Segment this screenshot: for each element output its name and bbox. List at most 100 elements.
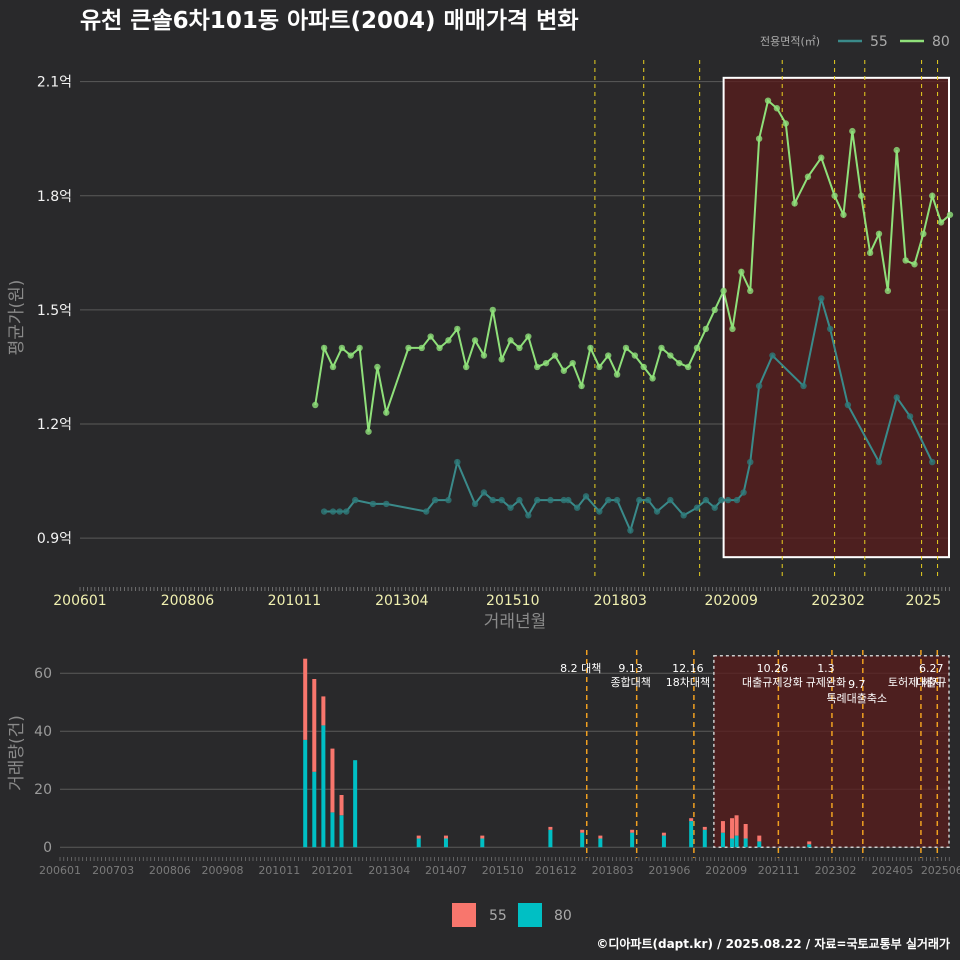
bar-55 [598,835,603,839]
y-tick-label: 1.8억 [37,189,72,205]
top-price-chart: 0.9억 1.2억 1.5억 1.8억 2.1억 200601 200806 201011 20… [7,60,954,632]
series-point-80 [436,344,443,352]
series-point-55 [718,496,725,504]
bar-80 [702,829,707,848]
bar-80 [312,771,317,848]
series-point-55 [769,352,776,359]
policy-annotation: 18차대책 [666,676,710,689]
series-point-80 [773,105,781,112]
bar-80 [580,832,585,848]
series-point-55 [489,496,497,504]
bar-55 [720,821,725,833]
policy-annotation: 대출규 [916,676,946,689]
series-point-80 [347,352,354,359]
series-point-55 [613,496,621,504]
x-tick-label: 200601 [53,593,106,609]
series-point-80 [893,146,900,154]
series-point-55 [667,496,674,504]
series-point-80 [818,154,825,161]
series-point-80 [596,363,603,371]
series-point-55 [693,504,701,511]
bar-80 [339,815,344,848]
series-point-80 [702,325,710,333]
series-point-55 [875,458,883,466]
x-tick-label: 2025 [906,593,942,609]
series-point-80 [937,219,945,226]
bottom-x-tick-label: 201304 [368,864,410,877]
series-point-80 [480,352,488,359]
policy-annotation: 12.16 [672,662,704,675]
series-point-55 [818,295,825,302]
bar-55 [480,835,485,839]
x-tick-label: 201304 [375,593,429,609]
series-point-80 [516,344,523,352]
series-point-55 [680,512,687,519]
series-point-80 [338,344,346,352]
chart-title: 유천 큰솔6차101동 아파트(2004) 매매가격 변화 [80,8,578,34]
series-point-80 [405,344,412,352]
bottom-x-tick-label: 202405 [871,864,913,877]
series-point-80 [605,352,612,359]
series-point-80 [946,211,954,218]
series-point-55 [740,489,747,496]
series-point-80 [929,192,936,199]
series-point-55 [454,458,461,466]
x-tick-label: 201510 [486,593,539,609]
series-point-80 [613,371,621,378]
series-point-55 [352,496,359,504]
series-point-80 [755,135,763,142]
legend-label-bar-55: 55 [489,908,507,924]
legend-title: 전용면적(㎡) [760,35,820,48]
series-point-55 [636,496,643,504]
bar-80 [480,838,485,848]
legend-label-80: 80 [932,34,950,50]
bar-55 [303,658,308,740]
bottom-x-tick-label: 202009 [705,864,747,877]
bar-80 [807,844,812,848]
bottom-y-tick-label: 0 [43,840,52,856]
series-point-80 [374,363,381,371]
bottom-x-tick-label: 200601 [39,864,81,877]
series-point-80 [542,359,550,367]
series-point-80 [569,359,576,367]
series-point-80 [498,356,505,363]
series-point-55 [423,508,430,515]
series-point-80 [631,352,639,359]
series-point-80 [858,192,865,199]
series-point-80 [471,337,479,344]
series-point-55 [747,458,754,466]
highlight-region [722,76,950,559]
y-tick-label: 0.9억 [37,531,72,547]
series-point-55 [329,508,337,515]
series-point-55 [826,325,834,333]
series-point-80 [525,333,532,340]
bar-55 [743,824,748,839]
x-axis-title: 거래년월 [484,612,547,632]
bar-55 [580,829,585,833]
legend-label-55: 55 [870,34,888,50]
series-point-80 [533,363,541,371]
series-point-80 [729,325,736,333]
x-tick-label: 201011 [268,593,321,609]
series-point-80 [911,261,918,268]
series-point-55 [336,508,343,515]
bar-80 [730,838,735,848]
series-point-80 [667,352,674,359]
series-point-80 [551,352,559,359]
bar-55 [689,818,694,822]
bar-80 [720,832,725,848]
series-point-80 [720,287,727,295]
bar-55 [661,832,666,836]
policy-annotation: 9.7 [848,678,866,691]
series-point-55 [343,508,350,515]
series-point-80 [578,382,585,390]
bottom-x-tick-label: 201407 [425,864,467,877]
bar-55 [734,815,739,836]
series-point-80 [658,344,665,352]
series-point-55 [445,496,452,504]
series-point-55 [653,508,661,515]
series-point-55 [547,496,554,504]
series-point-55 [596,508,603,515]
series-point-55 [755,382,763,390]
